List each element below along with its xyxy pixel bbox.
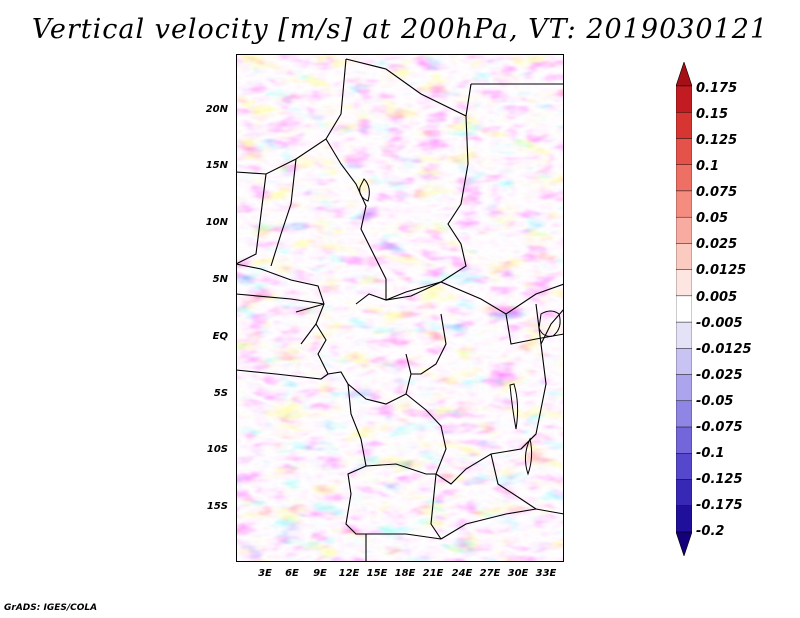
colorbar-label: 0.15 bbox=[696, 107, 729, 122]
colorbar-segment bbox=[676, 269, 692, 297]
colorbar-segment bbox=[676, 321, 692, 349]
lon-tick-label: 6E bbox=[285, 568, 299, 579]
colorbar-label: 0.05 bbox=[696, 211, 729, 226]
lat-tick-label: 20N bbox=[205, 104, 228, 115]
map-title: Vertical velocity [m/s] at 200hPa, VT: 2… bbox=[31, 14, 769, 45]
colorbar-label: -0.005 bbox=[696, 316, 743, 331]
lon-tick-label: 24E bbox=[451, 568, 473, 579]
colorbar-label: -0.175 bbox=[696, 498, 743, 513]
colorbar-label: -0.05 bbox=[696, 394, 734, 409]
colorbar-segment bbox=[676, 164, 692, 192]
lake-outlines bbox=[359, 178, 561, 476]
colorbar bbox=[676, 62, 692, 556]
map-frame bbox=[236, 54, 564, 562]
lon-tick-label: 33E bbox=[535, 568, 557, 579]
colorbar-label: 0.0125 bbox=[696, 263, 747, 278]
lon-tick-label: 12E bbox=[338, 568, 360, 579]
lat-tick-label: 10S bbox=[206, 444, 228, 455]
lon-tick-label: 21E bbox=[422, 568, 444, 579]
colorbar-label: 0.025 bbox=[696, 237, 738, 252]
country-borders bbox=[236, 58, 564, 562]
colorbar-segment bbox=[676, 112, 692, 139]
colorbar-segment bbox=[676, 138, 692, 165]
colorbar-label: -0.1 bbox=[696, 446, 725, 461]
velocity-map bbox=[236, 54, 564, 562]
colorbar-label: 0.005 bbox=[696, 290, 738, 305]
lat-tick-label: 5N bbox=[212, 274, 228, 285]
colorbar-label: 0.075 bbox=[696, 185, 738, 200]
colorbar-segment bbox=[676, 216, 692, 244]
colorbar-top-triangle bbox=[676, 62, 692, 87]
colorbar-segment bbox=[676, 400, 692, 428]
velocity-field-detail bbox=[236, 54, 564, 562]
colorbar-label: -0.125 bbox=[696, 472, 743, 487]
colorbar-bottom-triangle bbox=[676, 531, 692, 556]
lon-tick-label: 9E bbox=[313, 568, 327, 579]
colorbar-segment bbox=[676, 190, 692, 218]
colorbar-label: 0.1 bbox=[696, 159, 720, 174]
colorbar-label: -0.2 bbox=[696, 524, 725, 539]
lat-tick-label: 10N bbox=[205, 217, 228, 228]
colorbar-label: 0.175 bbox=[696, 81, 738, 96]
colorbar-label: -0.0125 bbox=[696, 342, 752, 357]
lat-tick-label: EQ bbox=[212, 331, 228, 342]
colorbar-segment bbox=[676, 374, 692, 402]
colorbar-segment bbox=[676, 426, 692, 454]
lon-tick-label: 15E bbox=[366, 568, 388, 579]
colorbar-label: -0.075 bbox=[696, 420, 743, 435]
lat-tick-label: 5S bbox=[213, 388, 228, 399]
lon-tick-label: 30E bbox=[507, 568, 529, 579]
colorbar-segment bbox=[676, 348, 692, 375]
map-panel bbox=[236, 54, 564, 562]
lon-tick-label: 27E bbox=[479, 568, 501, 579]
colorbar-segment bbox=[676, 479, 692, 506]
lat-tick-label: 15N bbox=[205, 160, 228, 171]
colorbar-segment bbox=[676, 295, 692, 323]
lon-tick-label: 18E bbox=[394, 568, 416, 579]
colorbar-label: -0.025 bbox=[696, 368, 743, 383]
colorbar-segment bbox=[676, 85, 692, 113]
lat-tick-label: 15S bbox=[206, 501, 228, 512]
colorbar-label: 0.125 bbox=[696, 133, 738, 148]
colorbar-segment bbox=[676, 505, 692, 533]
colorbar-segment bbox=[676, 453, 692, 480]
lon-tick-label: 3E bbox=[258, 568, 272, 579]
colorbar-segment bbox=[676, 243, 692, 270]
footer-credit: GrADS: IGES/COLA bbox=[4, 603, 98, 613]
